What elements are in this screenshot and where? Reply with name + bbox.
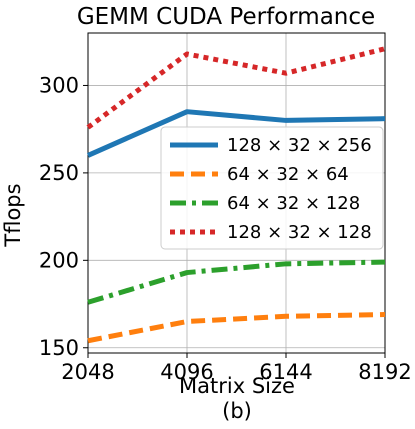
legend-label: 128 × 32 × 128 — [227, 222, 372, 243]
legend: 128 × 32 × 256 64 × 32 × 64 64 × 32 × 128 1… — [160, 126, 384, 250]
y-tick-label: 250 — [39, 161, 79, 185]
plot-frame — [87, 32, 386, 354]
series-line-1 — [86, 109, 386, 158]
x-tick-label: 2048 — [61, 360, 114, 384]
x-axis-title: Matrix Size — [179, 374, 295, 398]
y-tick-label: 150 — [39, 336, 79, 360]
series-line-2 — [87, 312, 386, 344]
series-line-3 — [87, 259, 386, 305]
x-axis: 2048 4096 6144 8192 — [61, 353, 412, 384]
y-tick-label: 300 — [39, 73, 79, 97]
y-axis: 150 200 250 300 — [39, 73, 88, 360]
chart-title: GEMM CUDA Performance — [77, 4, 375, 30]
x-tick-label: 4096 — [160, 360, 213, 384]
legend-label: 64 × 32 × 128 — [227, 193, 360, 214]
x-tick-label: 8192 — [358, 360, 411, 384]
y-tick-label: 200 — [39, 248, 79, 272]
legend-label: 128 × 32 × 256 — [227, 135, 372, 156]
legend-label: 64 × 32 × 64 — [227, 164, 349, 185]
x-tick-label: 6144 — [259, 360, 312, 384]
legend-box — [160, 126, 384, 250]
series-line-4 — [86, 46, 386, 130]
caption: (b) — [222, 399, 252, 423]
series-layer — [86, 46, 386, 344]
y-axis-title: Tflops — [1, 183, 25, 247]
